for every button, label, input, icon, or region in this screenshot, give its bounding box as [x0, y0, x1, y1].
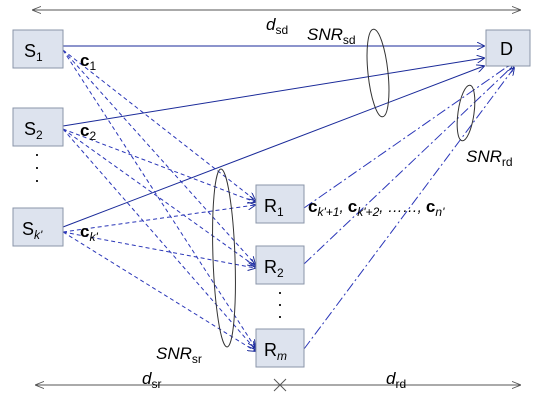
source-destination-distance: dsd	[33, 10, 520, 37]
relay-destination-links	[303, 62, 514, 350]
source-node-k: Sk'	[12, 207, 64, 247]
link-sk-d	[62, 66, 484, 228]
source-node-2: S2	[12, 107, 64, 147]
d-rd-label: drd	[386, 369, 406, 391]
svg-text:·: ·	[277, 306, 283, 326]
snr-rd-ellipse	[456, 84, 476, 142]
source-node-k-label: Sk'	[22, 219, 43, 242]
distance-split-mark	[273, 378, 287, 392]
destination-node-label: D	[500, 39, 513, 59]
source-node-1: S1	[12, 29, 64, 69]
source-relay-links	[62, 49, 255, 351]
codeword-ck: ck'	[80, 222, 98, 244]
relay-node-1: R1	[255, 184, 305, 224]
direct-links	[62, 46, 484, 228]
snr-sd-ellipse	[366, 28, 390, 118]
relay-node-2-label: R2	[264, 257, 284, 280]
link-s2-d	[62, 58, 484, 127]
source-node-1-label: S1	[24, 41, 43, 64]
relay-destination-distance: drd	[280, 369, 520, 391]
relay-node-m: Rm	[255, 328, 305, 368]
source-ellipsis: · · ·	[34, 144, 40, 190]
snr-rd-label: SNRrd	[466, 147, 513, 169]
codeword-c2: c2	[80, 121, 96, 143]
relay-node-m-label: Rm	[264, 340, 287, 363]
d-sr-label: dsr	[142, 369, 161, 391]
svg-text:·: ·	[34, 144, 40, 164]
relay-ellipsis: · · ·	[277, 282, 283, 326]
destination-node: D	[485, 29, 531, 67]
relay-codewords-label: ck'+1, ck'+2, ……, cn'	[308, 197, 445, 219]
source-node-2-label: S2	[24, 119, 43, 142]
snr-sr-ellipse	[212, 168, 236, 348]
svg-text:·: ·	[34, 170, 40, 190]
svg-text:·: ·	[34, 157, 40, 177]
svg-text:·: ·	[277, 294, 283, 314]
codeword-c1: c1	[80, 51, 96, 73]
snr-sr-label: SNRsr	[156, 344, 202, 366]
relay-node-1-label: R1	[264, 196, 284, 219]
snr-sd-label: SNRsd	[307, 25, 356, 47]
relay-node-2: R2	[255, 245, 305, 285]
source-relay-distance: dsr	[36, 369, 280, 391]
d-sd-label: dsd	[266, 15, 288, 37]
svg-text:·: ·	[277, 282, 283, 302]
